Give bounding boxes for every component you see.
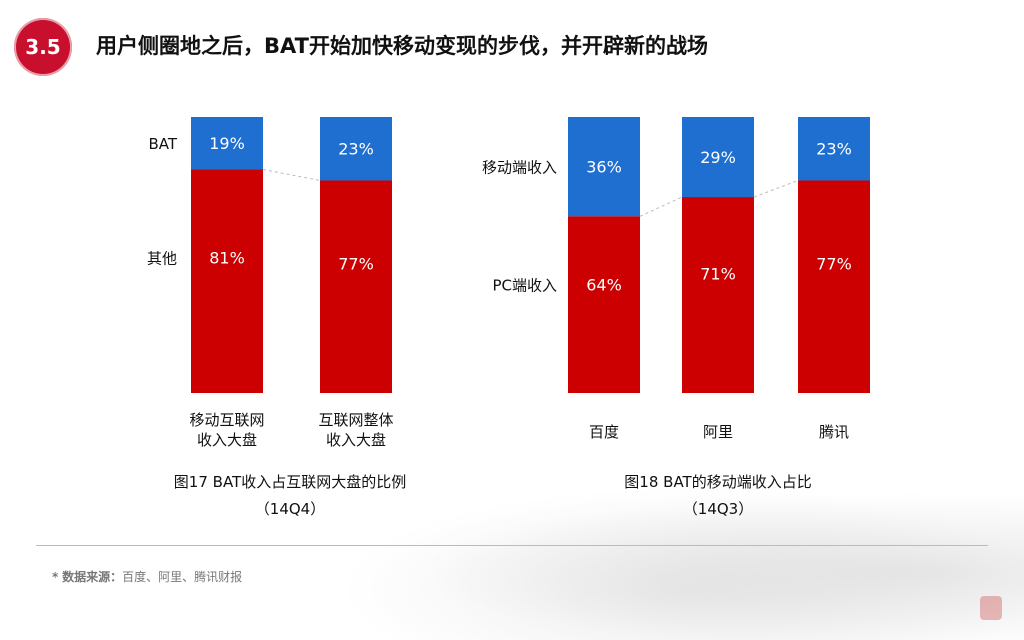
connector-line-1-1: [262, 168, 321, 181]
data-source: * 数据来源：百度、阿里、腾讯财报: [52, 568, 242, 585]
divider: [36, 545, 988, 546]
bar-segment-2-bottom-2: [682, 197, 754, 393]
chart-period-1: （14Q4）: [255, 500, 325, 518]
data-label-2-bottom-2: 71%: [700, 264, 736, 283]
data-label-1-bottom-1: 81%: [209, 248, 245, 267]
category-label-2-1: 百度: [589, 423, 619, 441]
bar-segment-1-bottom-1: [191, 169, 263, 393]
category-label-2-3: 腾讯: [819, 423, 849, 441]
data-label-2-top-1: 36%: [586, 158, 622, 177]
background-mountain: [280, 470, 1024, 640]
seal-stamp: [980, 596, 1002, 620]
data-label-2-bottom-3: 77%: [816, 255, 852, 274]
bar-segment-2-bottom-1: [568, 216, 640, 393]
chart-caption-1: 图17 BAT收入占互联网大盘的比例: [174, 473, 406, 491]
bar-segment-1-top-2: [320, 117, 392, 181]
category-label-1-2: 收入大盘: [326, 431, 386, 449]
section-number: 3.5: [25, 35, 61, 59]
data-label-2-bottom-1: 64%: [586, 276, 622, 295]
footnote-star: *: [52, 570, 59, 584]
bar-segment-2-top-2: [682, 117, 754, 198]
series-label-2-bottom: PC端收入: [492, 277, 557, 295]
data-label-1-top-1: 19%: [209, 134, 245, 153]
bar-segment-1-top-1: [191, 117, 263, 170]
source-key: 数据来源：: [62, 570, 123, 584]
bar-segment-2-top-1: [568, 117, 640, 217]
series-label-1-top: BAT: [148, 135, 177, 153]
chart-caption-2: 图18 BAT的移动端收入占比: [624, 473, 811, 491]
category-label-1-1: 收入大盘: [197, 431, 257, 449]
page-title: 用户侧圈地之后，BAT开始加快移动变现的步伐，并开辟新的战场: [96, 34, 708, 58]
bar-segment-2-bottom-3: [798, 180, 870, 393]
data-label-1-bottom-2: 77%: [338, 255, 374, 274]
data-label-2-top-3: 23%: [816, 140, 852, 159]
chart-period-2: （14Q3）: [683, 500, 753, 518]
data-label-2-top-2: 29%: [700, 148, 736, 167]
bar-segment-2-top-3: [798, 117, 870, 181]
category-label-1-1: 移动互联网: [189, 411, 264, 429]
category-label-2-2: 阿里: [703, 423, 733, 441]
source-value: 百度、阿里、腾讯财报: [122, 570, 243, 584]
category-label-1-2: 互联网整体: [318, 411, 393, 429]
connector-line-2-1: [639, 196, 683, 217]
connector-line-2-2: [753, 180, 799, 198]
section-badge: 3.5: [14, 18, 72, 76]
series-label-2-top: 移动端收入: [482, 159, 557, 177]
series-label-1-bottom: 其他: [147, 249, 177, 267]
bar-segment-1-bottom-2: [320, 180, 392, 393]
data-label-1-top-2: 23%: [338, 140, 374, 159]
